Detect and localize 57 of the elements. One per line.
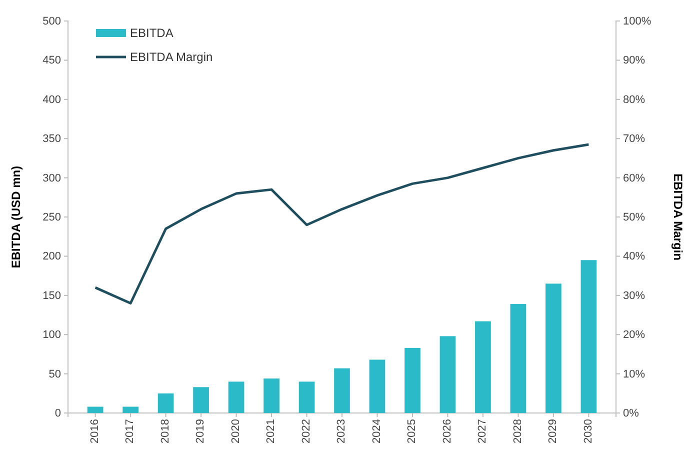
bar xyxy=(264,378,280,413)
y2-tick-label: 50% xyxy=(623,212,646,224)
x-tick-label: 2029 xyxy=(547,419,560,444)
legend-label: EBITDA xyxy=(130,26,174,40)
y2-tick-label: 20% xyxy=(623,329,646,342)
y-tick-label: 150 xyxy=(42,290,61,302)
line-series xyxy=(94,143,590,304)
bar xyxy=(193,387,209,413)
x-tick-label: 2028 xyxy=(512,419,524,444)
y2-tick-label: 30% xyxy=(623,290,646,302)
y-tick-label: 450 xyxy=(42,54,61,67)
legend-label: EBITDA Margin xyxy=(130,50,213,64)
y2-tick-label: 40% xyxy=(623,250,646,263)
y2-tick-label: 60% xyxy=(623,172,646,184)
bar xyxy=(440,336,456,413)
bar xyxy=(87,406,104,413)
y-tick-label: 200 xyxy=(42,250,61,263)
y-tick-label: 350 xyxy=(42,133,61,146)
y2-tick-label: 80% xyxy=(623,94,646,106)
y-tick-label: 500 xyxy=(42,16,61,28)
bar xyxy=(158,393,174,413)
y2-axis-title: EBITDA Margin xyxy=(671,174,685,260)
x-tick-label: 2022 xyxy=(300,419,312,444)
x-tick-label: 2020 xyxy=(230,419,242,444)
y2-tick-label: 0% xyxy=(623,408,640,420)
x-tick-label: 2019 xyxy=(194,419,207,444)
y-tick-label: 0 xyxy=(54,408,61,420)
y2-tick-label: 100% xyxy=(623,16,652,28)
bar xyxy=(580,260,597,413)
y2-tick-label: 90% xyxy=(623,54,646,67)
bar xyxy=(510,304,526,413)
x-tick-label: 2024 xyxy=(370,419,383,444)
x-tick-label: 2027 xyxy=(476,419,489,444)
x-tick-label: 2021 xyxy=(265,419,278,444)
x-tick-label: 2017 xyxy=(124,419,136,444)
y2-tick-label: 10% xyxy=(623,368,646,380)
x-tick-label: 2018 xyxy=(159,419,172,444)
y-tick-label: 100 xyxy=(42,329,61,342)
bar xyxy=(369,360,386,413)
y-tick-label: 400 xyxy=(42,94,61,106)
bar xyxy=(404,348,420,413)
bar xyxy=(298,382,315,413)
y2-tick-label: 70% xyxy=(623,133,646,146)
y-tick-label: 50 xyxy=(48,368,61,380)
bar xyxy=(122,406,138,413)
y-tick-label: 300 xyxy=(42,172,61,184)
bar xyxy=(546,284,562,413)
y-axis-title: EBITDA (USD mn) xyxy=(9,166,23,268)
y-tick-label: 250 xyxy=(42,212,61,224)
x-tick-label: 2030 xyxy=(582,419,594,444)
bar xyxy=(228,382,244,413)
x-tick-label: 2026 xyxy=(441,419,454,444)
x-tick-label: 2016 xyxy=(88,419,101,444)
x-tick-label: 2025 xyxy=(406,419,418,444)
bar xyxy=(334,368,350,413)
x-tick-label: 2023 xyxy=(336,419,348,444)
bar xyxy=(475,321,491,413)
